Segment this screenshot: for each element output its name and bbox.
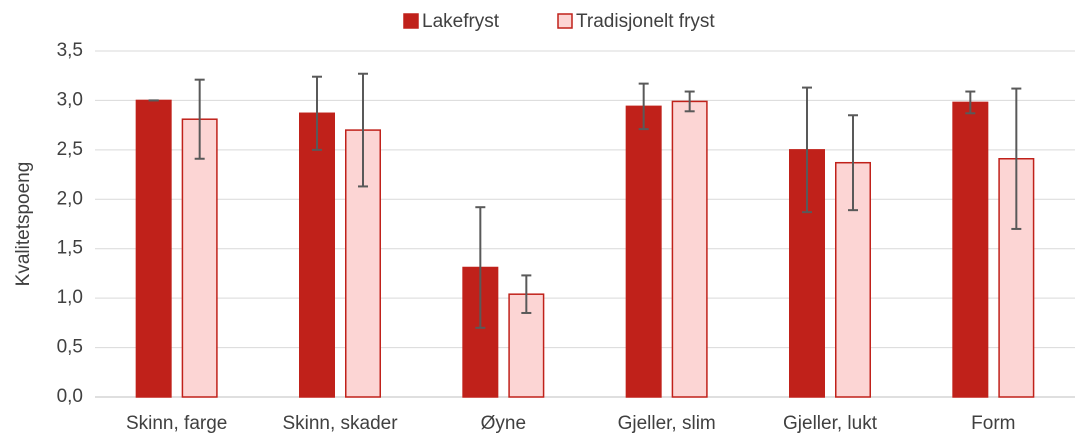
error-bar: [521, 274, 532, 314]
error-bar: [194, 78, 205, 160]
x-tick-label: Form: [971, 413, 1015, 434]
bar: [625, 105, 662, 398]
y-tick-label: 2,0: [57, 188, 83, 209]
y-tick-label: 0,5: [57, 337, 83, 358]
y-tick-label: 1,0: [57, 287, 83, 308]
error-bar: [475, 206, 486, 329]
x-tick-label: Skinn, farge: [126, 413, 227, 434]
y-axis-label: Kvalitetspoeng: [13, 162, 34, 287]
x-tick-label: Gjeller, slim: [618, 413, 716, 434]
y-tick-label: 0,0: [57, 386, 83, 407]
y-tick-label: 3,0: [57, 89, 83, 110]
bar: [952, 101, 989, 398]
legend-label: Lakefryst: [422, 11, 500, 32]
y-tick-label: 3,5: [57, 40, 83, 61]
bar: [299, 112, 335, 398]
x-tick-label: Øyne: [481, 413, 526, 434]
error-bar: [802, 86, 812, 214]
error-bar: [848, 114, 858, 212]
y-tick-label: 2,5: [57, 139, 83, 160]
legend-label: Tradisjonelt fryst: [576, 11, 715, 32]
bar: [135, 99, 172, 398]
legend-swatch: [403, 13, 419, 29]
legend-swatch: [557, 13, 573, 29]
error-bar: [965, 90, 976, 115]
bar: [671, 100, 708, 398]
x-tick-label: Gjeller, lukt: [783, 413, 878, 434]
bar: [181, 118, 218, 398]
error-bar: [1011, 87, 1022, 230]
error-bar: [312, 75, 322, 151]
error-bar: [684, 90, 695, 113]
x-tick-label: Skinn, skader: [282, 413, 398, 434]
error-bar: [638, 82, 649, 131]
y-tick-label: 1,5: [57, 238, 83, 259]
error-bar: [358, 72, 368, 188]
